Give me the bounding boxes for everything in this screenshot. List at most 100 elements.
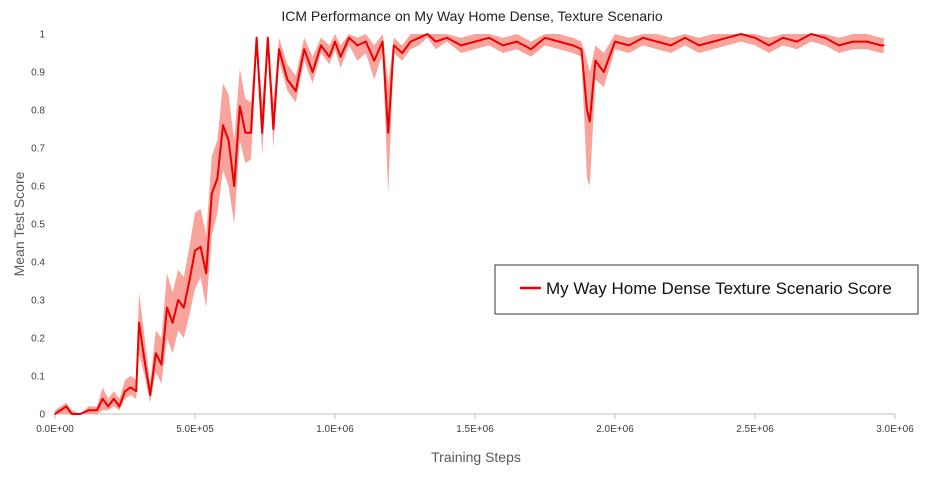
y-tick-label: 0.7 [31, 144, 45, 155]
series-line [54, 33, 884, 415]
data-point [65, 405, 67, 408]
y-tick-label: 0.3 [31, 296, 45, 307]
data-point [320, 44, 322, 47]
data-point [143, 360, 146, 362]
data-point [558, 40, 560, 43]
data-point [155, 352, 157, 355]
data-point [239, 105, 241, 107]
series-confidence-band [55, 34, 884, 414]
data-point [393, 44, 395, 47]
data-point [328, 56, 331, 58]
x-tick-label: 2.0E+06 [596, 424, 634, 435]
data-point [339, 56, 342, 58]
y-tick-label: 0.2 [31, 334, 45, 345]
data-point [572, 44, 574, 47]
data-point [348, 37, 350, 39]
data-point [59, 409, 62, 412]
data-point [381, 40, 384, 43]
data-point [530, 48, 532, 50]
data-point [267, 37, 269, 39]
data-point [409, 40, 412, 43]
data-point [435, 40, 437, 43]
data-point [726, 37, 728, 39]
y-tick-label: 0.8 [31, 106, 45, 117]
data-point [113, 398, 115, 400]
data-point [188, 280, 191, 282]
x-tick-label: 2.5E+06 [736, 424, 774, 435]
data-point [810, 33, 812, 35]
legend: My Way Home Dense Texture Scenario Score [494, 264, 919, 315]
y-tick-label: 0.5 [31, 220, 45, 231]
data-point [628, 44, 630, 47]
data-point [594, 59, 597, 62]
data-point [768, 44, 770, 47]
legend-label: My Way Home Dense Texture Scenario Score [546, 279, 892, 298]
data-point [211, 192, 213, 195]
data-point [227, 139, 230, 142]
x-axis: 0.0E+00 5.0E+05 1.0E+06 1.5E+06 2.0E+06 2.5E+… [36, 414, 914, 435]
data-point [883, 44, 885, 47]
data-point [118, 405, 121, 408]
x-tick-label: 1.5E+06 [456, 424, 494, 435]
data-point [222, 124, 224, 126]
data-point [754, 37, 756, 39]
data-point [880, 44, 882, 47]
data-point [782, 37, 784, 39]
data-point [642, 37, 644, 39]
data-point [311, 71, 314, 73]
y-tick-label: 0 [39, 410, 45, 421]
data-point [295, 90, 297, 92]
data-point [401, 52, 404, 54]
data-point [670, 44, 672, 47]
data-point [460, 44, 462, 47]
data-point [278, 48, 280, 50]
data-point [194, 249, 196, 252]
data-point [712, 40, 714, 43]
data-point [796, 40, 798, 43]
x-axis-label: Training Steps [431, 449, 521, 465]
y-tick-label: 1 [39, 30, 45, 41]
data-point [107, 405, 109, 408]
data-point [852, 40, 854, 43]
data-point [446, 37, 448, 39]
data-point [544, 37, 546, 39]
data-point [698, 44, 700, 47]
y-tick-label: 0.6 [31, 182, 45, 193]
data-point [488, 37, 490, 39]
data-point [261, 132, 264, 134]
data-point [135, 390, 137, 393]
data-point [183, 306, 185, 309]
data-point [603, 71, 605, 73]
data-point [124, 390, 126, 393]
data-point [502, 44, 504, 47]
data-point [79, 413, 81, 415]
data-point [71, 413, 73, 415]
data-point [373, 59, 376, 62]
data-point [272, 128, 275, 130]
data-point [160, 363, 163, 366]
data-point [824, 37, 826, 39]
data-point [387, 132, 390, 134]
data-point [244, 132, 247, 134]
data-point [138, 322, 140, 324]
data-point [205, 272, 207, 275]
data-point [149, 394, 151, 396]
data-point [87, 409, 90, 412]
data-point [171, 322, 174, 324]
x-tick-label: 0.0E+00 [36, 424, 74, 435]
data-point [740, 33, 742, 35]
data-point [334, 40, 336, 43]
data-point [96, 409, 98, 412]
data-point [365, 40, 367, 43]
data-point [177, 299, 179, 301]
data-point [303, 48, 306, 50]
data-point [474, 40, 476, 43]
y-axis: 0 0.1 0.2 0.3 0.4 0.5 0.6 0.7 0.8 0.9 1 [31, 30, 45, 421]
data-point [250, 132, 252, 134]
legend-box [494, 264, 919, 315]
data-point [684, 37, 686, 39]
data-point [516, 40, 518, 43]
data-point [656, 40, 658, 43]
chart-title: ICM Performance on My Way Home Dense, Te… [281, 8, 662, 24]
